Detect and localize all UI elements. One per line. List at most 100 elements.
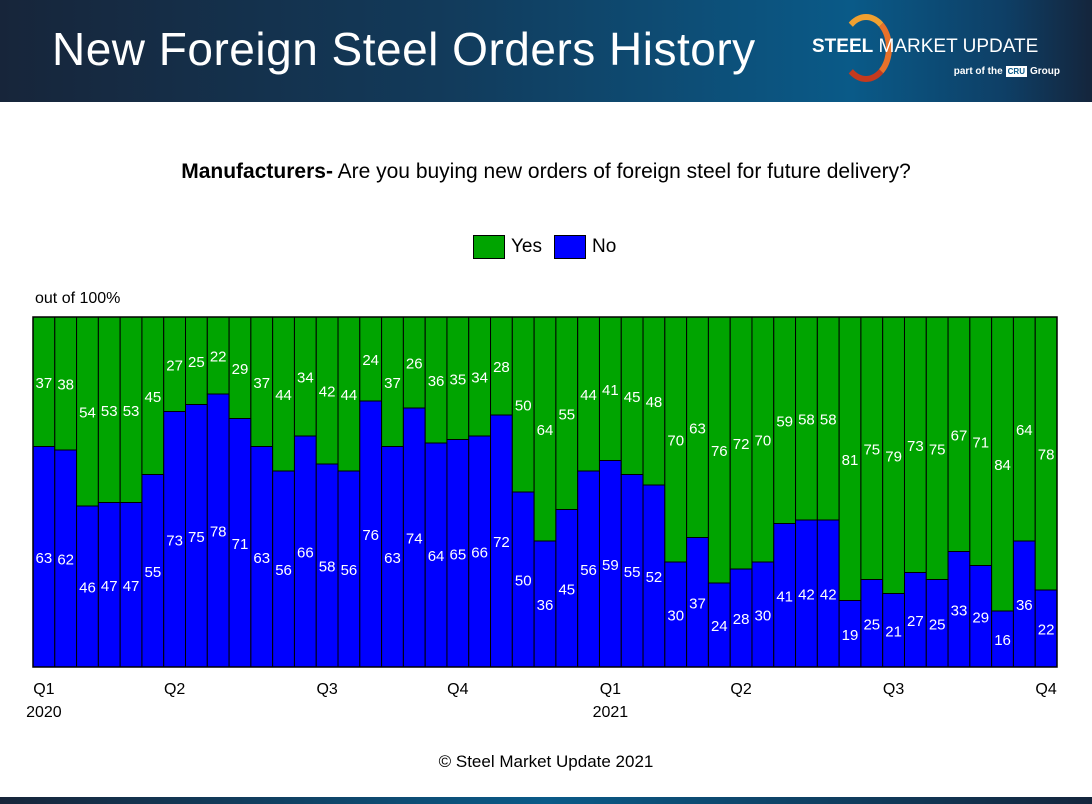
data-label-no: 16 <box>994 632 1011 649</box>
data-label-no: 21 <box>885 623 902 640</box>
data-label-yes: 37 <box>36 375 53 392</box>
data-label-no: 76 <box>362 527 379 544</box>
legend-swatch-yes <box>473 235 505 259</box>
data-label-yes: 38 <box>57 377 74 394</box>
data-label-no: 55 <box>624 564 641 581</box>
data-label-yes: 35 <box>450 371 467 388</box>
data-label-no: 62 <box>57 552 74 569</box>
x-tick-label: Q4 <box>447 681 468 698</box>
x-tick-label: Q1 <box>33 681 54 698</box>
data-label-yes: 42 <box>319 384 336 401</box>
data-label-no: 24 <box>711 618 728 635</box>
data-label-yes: 63 <box>689 420 706 437</box>
data-label-no: 63 <box>384 550 401 567</box>
plot-border <box>32 316 1058 668</box>
data-label-no: 25 <box>863 616 880 633</box>
data-label-yes: 25 <box>188 354 205 371</box>
data-label-no: 63 <box>36 550 53 567</box>
data-label-no: 66 <box>297 545 314 562</box>
data-label-no: 72 <box>493 534 510 551</box>
legend-swatch-no <box>554 235 586 259</box>
data-label-yes: 71 <box>972 434 989 451</box>
data-label-no: 19 <box>842 627 859 644</box>
data-label-yes: 37 <box>384 375 401 392</box>
x-tick-label: Q1 <box>600 681 621 698</box>
data-label-no: 56 <box>275 562 292 579</box>
data-label-no: 59 <box>602 557 619 574</box>
data-label-no: 65 <box>450 546 467 563</box>
logo-subtitle: part of the CRU Group <box>953 66 1060 77</box>
data-label-no: 42 <box>820 587 837 604</box>
legend-label-yes: Yes <box>511 236 542 257</box>
data-label-no: 46 <box>79 580 96 597</box>
data-label-no: 45 <box>558 581 575 598</box>
data-label-yes: 27 <box>166 357 183 374</box>
data-label-yes: 70 <box>667 433 684 450</box>
data-label-yes: 75 <box>863 441 880 458</box>
data-label-no: 63 <box>253 550 270 567</box>
data-label-yes: 73 <box>907 438 924 455</box>
data-label-yes: 72 <box>733 436 750 453</box>
data-label-yes: 64 <box>1016 422 1033 439</box>
x-tick-label: Q3 <box>883 681 904 698</box>
data-label-no: 42 <box>798 587 815 604</box>
data-label-yes: 44 <box>275 387 292 404</box>
data-label-yes: 76 <box>711 443 728 460</box>
data-label-yes: 58 <box>820 412 837 429</box>
data-label-yes: 48 <box>646 394 663 411</box>
data-label-yes: 75 <box>929 441 946 458</box>
data-label-yes: 79 <box>885 448 902 465</box>
data-label-no: 37 <box>689 595 706 612</box>
data-label-no: 55 <box>144 564 161 581</box>
data-label-yes: 54 <box>79 405 96 422</box>
x-tick-label: Q3 <box>316 681 337 698</box>
data-label-no: 75 <box>188 529 205 546</box>
chart-title: Manufacturers- Are you buying new orders… <box>181 160 911 183</box>
data-label-yes: 29 <box>232 361 249 378</box>
data-label-no: 71 <box>232 536 249 553</box>
data-label-yes: 55 <box>558 406 575 423</box>
data-label-no: 56 <box>580 562 597 579</box>
data-label-yes: 84 <box>994 457 1011 474</box>
data-label-no: 28 <box>733 611 750 628</box>
data-label-yes: 58 <box>798 412 815 429</box>
x-tick-label: Q4 <box>1035 681 1056 698</box>
steel-market-update-logo: STEEL MARKET UPDATE part of the CRU Group <box>810 14 1070 84</box>
x-tick-label: Q2 <box>164 681 185 698</box>
data-label-yes: 81 <box>842 452 859 469</box>
copyright-footer: © Steel Market Update 2021 <box>438 752 654 771</box>
data-label-no: 25 <box>929 616 946 633</box>
x-tick-year: 2021 <box>593 704 629 721</box>
data-label-yes: 59 <box>776 413 793 430</box>
data-label-yes: 50 <box>515 398 532 415</box>
data-label-yes: 64 <box>537 422 554 439</box>
data-label-no: 74 <box>406 531 423 548</box>
data-label-no: 47 <box>123 578 140 595</box>
y-axis-label: out of 100% <box>35 290 121 307</box>
data-label-yes: 53 <box>123 403 140 420</box>
data-label-no: 58 <box>319 559 336 576</box>
data-label-no: 78 <box>210 524 227 541</box>
data-label-yes: 67 <box>951 427 968 444</box>
data-label-no: 64 <box>428 548 445 565</box>
data-label-yes: 37 <box>253 375 270 392</box>
data-label-yes: 70 <box>755 433 772 450</box>
data-label-yes: 45 <box>624 389 641 406</box>
data-label-no: 22 <box>1038 622 1055 639</box>
data-label-no: 30 <box>667 608 684 625</box>
x-tick-label: Q2 <box>730 681 751 698</box>
chart-legend: Yes No <box>473 235 616 259</box>
data-label-yes: 34 <box>471 370 488 387</box>
logo-arc-icon <box>840 14 892 82</box>
data-label-no: 27 <box>907 613 924 630</box>
data-label-no: 52 <box>646 569 663 586</box>
logo-brand: STEEL MARKET UPDATE <box>812 36 1039 57</box>
data-label-yes: 44 <box>580 387 597 404</box>
data-label-yes: 36 <box>428 373 445 390</box>
legend-label-no: No <box>592 236 617 257</box>
data-label-no: 30 <box>755 608 772 625</box>
data-label-yes: 53 <box>101 403 118 420</box>
data-label-no: 73 <box>166 532 183 549</box>
data-label-yes: 26 <box>406 356 423 373</box>
